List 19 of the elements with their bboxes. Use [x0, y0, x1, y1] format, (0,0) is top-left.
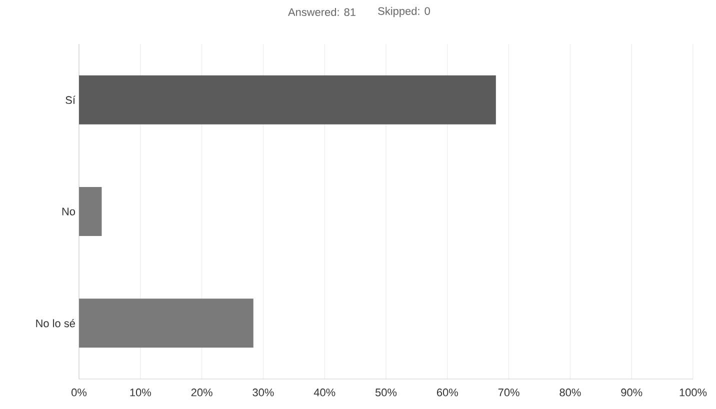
text: Answered: 81 [288, 8, 356, 16]
x-tick-label: 10% [130, 388, 151, 396]
x-tick-label: 60% [437, 388, 458, 396]
text: Skipped: 0 [378, 6, 430, 18]
x-tick-label: 80% [560, 388, 581, 396]
x-tick-label: 50% [375, 388, 397, 396]
y-tick-label: No lo sé [36, 319, 75, 328]
x-tick-label: 90% [621, 388, 642, 396]
y-tick-label: No [62, 208, 76, 216]
x-tick-label: 20% [191, 388, 212, 396]
x-tick-label: 40% [314, 388, 336, 396]
y-tick-label: Sí [66, 96, 76, 104]
x-tick-label: 30% [252, 388, 274, 396]
x-tick-label: 70% [498, 388, 520, 396]
bar [79, 298, 254, 348]
bar [79, 75, 496, 124]
bar [79, 187, 102, 236]
x-tick-label: 0% [72, 388, 87, 396]
x-tick-label: 100% [680, 388, 707, 396]
